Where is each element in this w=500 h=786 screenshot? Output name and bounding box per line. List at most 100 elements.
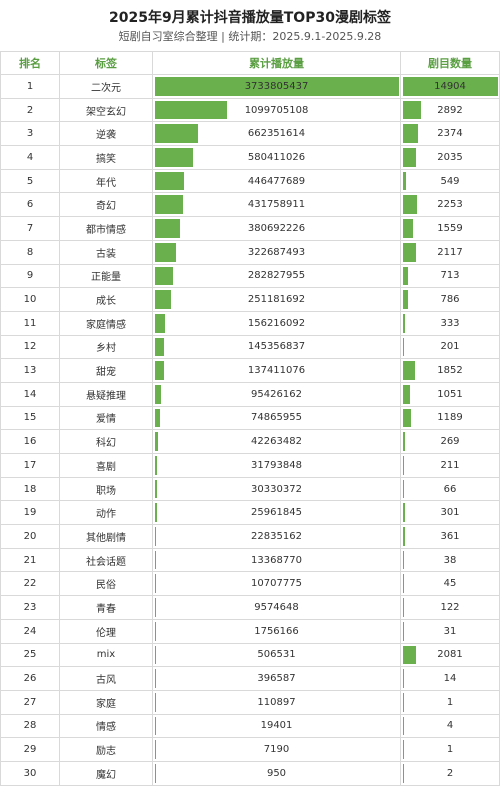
rank-value: 3 xyxy=(26,128,34,140)
header-plays-label: 累计播放量 xyxy=(249,57,304,70)
rank-cell: 30 xyxy=(0,761,60,786)
plays-value: 396587 xyxy=(257,673,296,685)
plays-bar xyxy=(155,598,156,617)
rank-cell: 29 xyxy=(0,738,60,762)
table-body: 1 二次元 3733805437 14904 2 架空玄幻 1099705108 2892 3 逆… xyxy=(0,75,500,786)
plays-value: 110897 xyxy=(257,696,296,708)
header-rank-label: 排名 xyxy=(19,57,41,70)
tag-cell: 情感 xyxy=(60,714,153,739)
count-value: 269 xyxy=(440,436,460,448)
plays-cell: 42263482 xyxy=(153,430,401,454)
rank-value: 28 xyxy=(23,720,37,732)
plays-cell: 431758911 xyxy=(153,193,401,218)
plays-bar xyxy=(155,195,184,215)
tag-cell: 乡村 xyxy=(60,335,153,360)
tag-cell: 喜剧 xyxy=(60,454,153,478)
rank-cell: 20 xyxy=(0,525,60,549)
count-bar xyxy=(403,763,404,783)
header-tag-label: 标签 xyxy=(95,57,117,70)
count-bar xyxy=(403,574,404,594)
tag-value: 喜剧 xyxy=(96,461,116,473)
rank-cell: 15 xyxy=(0,406,60,431)
count-cell: 38 xyxy=(401,548,500,573)
plays-value: 31793848 xyxy=(251,459,302,471)
count-cell: 2892 xyxy=(401,98,500,123)
count-bar xyxy=(403,148,416,167)
header-rank: 排名 xyxy=(0,51,60,75)
plays-bar xyxy=(155,621,156,641)
tag-value: 架空玄幻 xyxy=(86,106,126,118)
count-value: 2081 xyxy=(437,649,463,661)
plays-cell: 19401 xyxy=(153,714,401,739)
rank-cell: 24 xyxy=(0,619,60,644)
count-cell: 549 xyxy=(401,169,500,194)
plays-bar xyxy=(155,361,164,380)
count-bar xyxy=(403,219,413,238)
rank-cell: 14 xyxy=(0,382,60,407)
rank-cell: 27 xyxy=(0,690,60,715)
tag-cell: 动作 xyxy=(60,501,153,526)
rank-value: 18 xyxy=(23,483,37,495)
rank-value: 27 xyxy=(23,696,37,708)
table-row: 10 成长 251181692 786 xyxy=(0,288,500,312)
rank-value: 8 xyxy=(26,246,34,258)
header-count: 剧目数量 xyxy=(401,51,500,75)
plays-bar xyxy=(155,574,156,594)
count-value: 1852 xyxy=(437,365,463,377)
tag-cell: 伦理 xyxy=(60,619,153,644)
count-bar xyxy=(403,621,404,641)
plays-value: 13368770 xyxy=(251,554,302,566)
plays-value: 7190 xyxy=(263,744,290,756)
plays-cell: 1099705108 xyxy=(153,98,401,123)
tag-cell: 搞笑 xyxy=(60,146,153,170)
count-bar xyxy=(403,290,408,309)
count-value: 1051 xyxy=(437,388,463,400)
count-bar xyxy=(403,77,498,96)
plays-value: 322687493 xyxy=(247,246,306,258)
table-row: 17 喜剧 31793848 211 xyxy=(0,454,500,478)
table-row: 2 架空玄幻 1099705108 2892 xyxy=(0,98,500,123)
plays-bar xyxy=(155,337,165,357)
plays-value: 1099705108 xyxy=(244,104,309,116)
plays-bar xyxy=(155,124,199,144)
count-bar xyxy=(403,195,418,215)
table-row: 20 其他剧情 22835162 361 xyxy=(0,525,500,549)
tag-value: 逆袭 xyxy=(96,130,116,142)
rank-cell: 9 xyxy=(0,264,60,289)
tag-cell: 社会话题 xyxy=(60,548,153,573)
plays-cell: 446477689 xyxy=(153,169,401,194)
plays-cell: 110897 xyxy=(153,690,401,715)
plays-bar xyxy=(155,77,399,96)
tag-value: 乡村 xyxy=(96,343,116,355)
plays-cell: 145356837 xyxy=(153,335,401,360)
table-row: 5 年代 446477689 549 xyxy=(0,169,500,194)
rank-value: 24 xyxy=(23,625,37,637)
rank-cell: 11 xyxy=(0,311,60,336)
rank-cell: 17 xyxy=(0,454,60,478)
plays-value: 74865955 xyxy=(251,412,302,424)
tag-value: 社会话题 xyxy=(86,556,126,568)
rank-value: 10 xyxy=(23,294,37,306)
plays-cell: 662351614 xyxy=(153,122,401,147)
rank-cell: 2 xyxy=(0,98,60,123)
rank-cell: 18 xyxy=(0,477,60,502)
tag-value: 正能量 xyxy=(91,272,121,284)
tag-cell: 青春 xyxy=(60,596,153,620)
count-cell: 1559 xyxy=(401,217,500,241)
count-value: 2374 xyxy=(437,128,463,140)
count-cell: 31 xyxy=(401,619,500,644)
tag-cell: 科幻 xyxy=(60,430,153,454)
count-bar xyxy=(403,716,404,736)
rank-cell: 25 xyxy=(0,643,60,668)
page-title: 2025年9月累计抖音播放量TOP30漫剧标签 xyxy=(109,10,391,26)
tag-cell: 甜宠 xyxy=(60,359,153,383)
count-bar xyxy=(403,171,407,191)
tag-cell: 逆袭 xyxy=(60,122,153,147)
count-cell: 14904 xyxy=(401,75,500,99)
rank-value: 23 xyxy=(23,601,37,613)
tag-value: 悬疑推理 xyxy=(86,390,126,402)
count-value: 301 xyxy=(440,507,460,519)
count-cell: 2081 xyxy=(401,643,500,668)
plays-value: 282827955 xyxy=(247,270,306,282)
plays-value: 10707775 xyxy=(251,578,302,590)
